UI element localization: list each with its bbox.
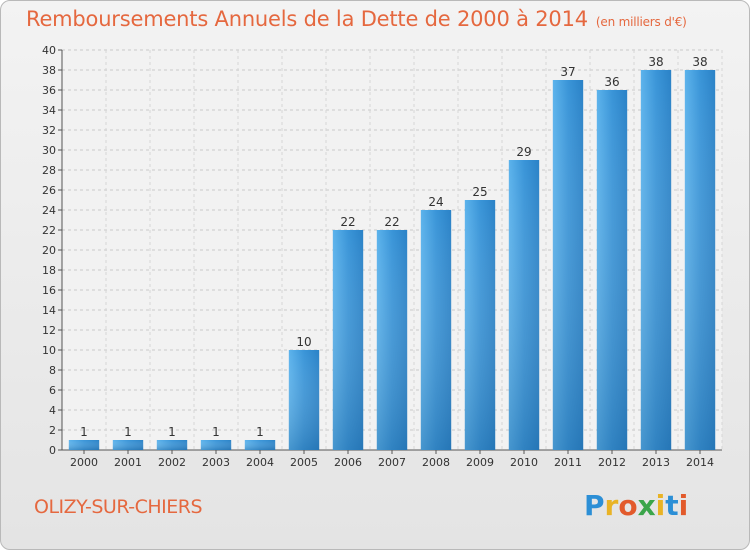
logo-letter: P: [584, 489, 605, 522]
y-tick-label: 12: [42, 324, 56, 337]
x-tick-label: 2007: [378, 456, 406, 469]
data-label: 37: [560, 65, 575, 79]
bar-shade: [288, 350, 320, 450]
data-label: 1: [212, 425, 220, 439]
data-label: 38: [692, 55, 707, 69]
y-tick-label: 2: [49, 424, 56, 437]
logo-letter: i: [678, 489, 689, 522]
bar-shade: [508, 160, 540, 450]
bar-shade: [244, 440, 276, 450]
y-tick-label: 20: [42, 244, 56, 257]
x-tick-label: 2000: [70, 456, 98, 469]
data-label: 1: [80, 425, 88, 439]
bar-shade: [640, 70, 672, 450]
title-text: Remboursements Annuels de la Dette de 20…: [26, 7, 588, 31]
bar-shade: [464, 200, 496, 450]
bar-shade: [684, 70, 716, 450]
data-label: 1: [256, 425, 264, 439]
y-tick-label: 28: [42, 164, 56, 177]
data-label: 38: [648, 55, 663, 69]
bars: [68, 70, 716, 450]
data-label: 29: [516, 145, 531, 159]
logo-letter: x: [637, 489, 656, 522]
town-label: OLIZY-SUR-CHIERS: [34, 496, 203, 518]
logo-letter: o: [618, 489, 638, 522]
y-tick-label: 30: [42, 144, 56, 157]
data-label: 36: [604, 75, 619, 89]
x-tick-label: 2008: [422, 456, 450, 469]
chart-title: Remboursements Annuels de la Dette de 20…: [26, 7, 687, 31]
bar-shade: [376, 230, 408, 450]
y-tick-label: 4: [49, 404, 56, 417]
data-label: 22: [340, 215, 355, 229]
x-tick-label: 2014: [686, 456, 714, 469]
y-tick-label: 36: [42, 84, 56, 97]
x-tick-label: 2003: [202, 456, 230, 469]
x-tick-label: 2009: [466, 456, 494, 469]
y-tick-label: 10: [42, 344, 56, 357]
y-tick-label: 40: [42, 44, 56, 57]
bar-shade: [200, 440, 232, 450]
x-tick-label: 2010: [510, 456, 538, 469]
bar-shade: [420, 210, 452, 450]
x-tick-label: 2006: [334, 456, 362, 469]
data-label: 10: [296, 335, 311, 349]
logo-letter: t: [665, 489, 679, 522]
logo-letter: r: [604, 489, 619, 522]
x-tick-label: 2002: [158, 456, 186, 469]
y-tick-label: 26: [42, 184, 56, 197]
y-tick-label: 34: [42, 104, 56, 117]
bar-shade: [112, 440, 144, 450]
x-tick-label: 2011: [554, 456, 582, 469]
x-tick-label: 2005: [290, 456, 318, 469]
bar-shade: [156, 440, 188, 450]
data-label: 1: [124, 425, 132, 439]
y-tick-label: 32: [42, 124, 56, 137]
y-tick-label: 14: [42, 304, 56, 317]
x-tick-label: 2004: [246, 456, 274, 469]
x-tick-label: 2013: [642, 456, 670, 469]
y-tick-label: 24: [42, 204, 56, 217]
data-label: 24: [428, 195, 443, 209]
bar-shade: [68, 440, 100, 450]
data-label: 25: [472, 185, 487, 199]
proxiti-logo: Proxiti: [584, 489, 688, 522]
y-tick-label: 38: [42, 64, 56, 77]
data-label: 22: [384, 215, 399, 229]
y-tick-label: 16: [42, 284, 56, 297]
y-tick-label: 8: [49, 364, 56, 377]
x-tick-label: 2001: [114, 456, 142, 469]
bar-shade: [332, 230, 364, 450]
y-tick-label: 18: [42, 264, 56, 277]
bar-shade: [552, 80, 584, 450]
y-tick-label: 0: [49, 444, 56, 457]
y-tick-label: 22: [42, 224, 56, 237]
logo-letter: i: [655, 489, 666, 522]
x-tick-label: 2012: [598, 456, 626, 469]
labels: 2000 1 2001 1 2002 1 2003 1 2004 1 2005 10 2006 22 200…: [70, 55, 714, 469]
y-tick-label: 6: [49, 384, 56, 397]
unit-label: (en milliers d'€): [595, 15, 687, 29]
data-label: 1: [168, 425, 176, 439]
bar-shade: [596, 90, 628, 450]
